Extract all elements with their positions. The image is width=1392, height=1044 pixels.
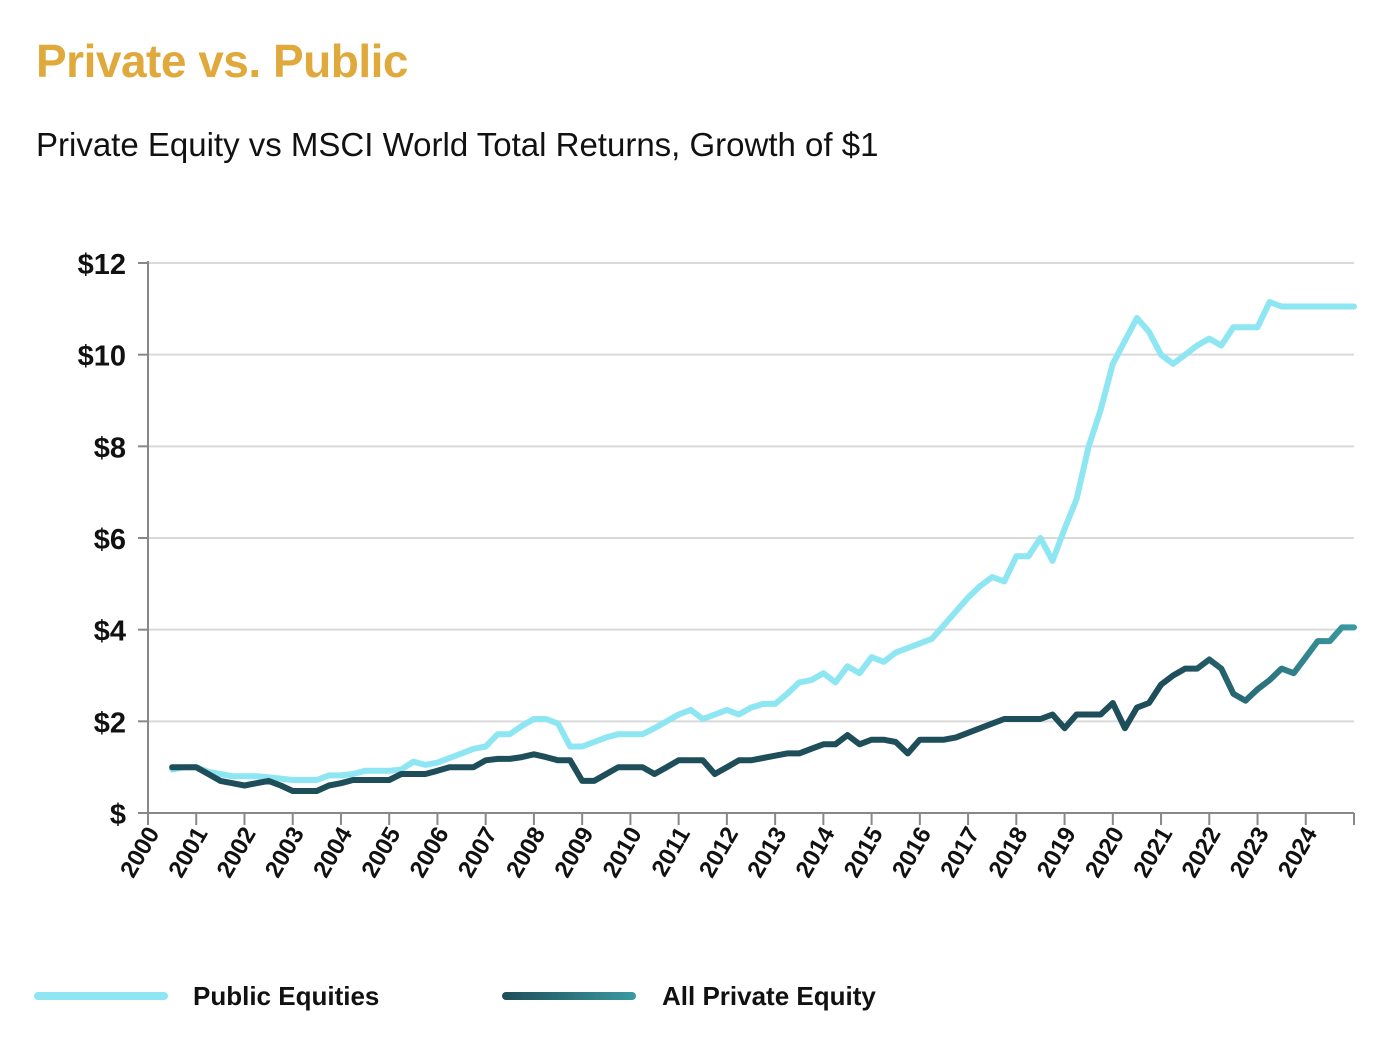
x-tick-label: 2004 — [308, 822, 358, 882]
x-tick-label: 2006 — [405, 823, 455, 883]
x-tick-label: 2019 — [1032, 823, 1082, 883]
x-tick-label: 2018 — [983, 823, 1033, 883]
private-equity-line — [169, 624, 1357, 794]
x-tick-label: 2008 — [501, 823, 551, 883]
x-tick-label: 2012 — [694, 823, 744, 883]
x-tick-label: 2002 — [212, 823, 262, 883]
y-tick-label: $12 — [78, 249, 126, 281]
chart-subtitle: Private Equity vs MSCI World Total Retur… — [36, 126, 879, 163]
y-tick-label: $10 — [78, 341, 126, 373]
x-tick-label: 2014 — [790, 822, 840, 882]
x-tick-label: 2000 — [115, 823, 165, 883]
x-tick-label: 2015 — [839, 823, 889, 883]
x-tick-label: 2022 — [1176, 823, 1226, 883]
y-tick-label: $ — [110, 799, 126, 831]
x-tick-label: 2011 — [646, 823, 695, 882]
legend-private-label: All Private Equity — [662, 980, 876, 1011]
x-tick-label: 2024 — [1273, 822, 1323, 882]
x-tick-label: 2007 — [453, 823, 503, 883]
x-tick-label: 2010 — [598, 823, 648, 883]
x-tick-label: 2017 — [935, 823, 985, 883]
y-tick-label: $2 — [94, 707, 126, 739]
x-tick-label: 2009 — [549, 823, 599, 883]
legend-public-label: Public Equities — [193, 980, 380, 1011]
x-tick-label: 2023 — [1225, 823, 1275, 883]
x-tick-label: 2001 — [163, 823, 213, 883]
series-lines — [169, 299, 1357, 794]
legend-private: All Private Equity — [502, 976, 876, 1016]
x-tick-label: 2013 — [742, 823, 792, 883]
chart-title: Private vs. Public — [36, 35, 408, 87]
x-tick-labels: 2000200120022003200420052006200720082009… — [115, 822, 1323, 882]
x-tick-label: 2003 — [260, 823, 310, 883]
gridlines — [148, 262, 1354, 723]
x-tick-label: 2016 — [887, 823, 937, 883]
legend-public-swatch — [34, 992, 168, 1000]
y-tick-label: $6 — [94, 524, 126, 556]
legend-private-swatch — [502, 992, 636, 1000]
legend-public: Public Equities — [34, 976, 379, 1016]
x-tick-label: 2020 — [1080, 823, 1130, 883]
y-tick-label: $8 — [94, 432, 126, 464]
axes — [138, 261, 1355, 825]
line-chart: $ $2 $4 $6 $8 $10 $12 200020012002200320042005… — [78, 249, 1357, 882]
x-tick-label: 2005 — [356, 823, 406, 883]
y-tick-label: $4 — [94, 616, 126, 648]
y-tick-labels: $ $2 $4 $6 $8 $10 $12 — [78, 249, 126, 831]
public-equities-line — [169, 299, 1357, 783]
x-tick-label: 2021 — [1128, 823, 1178, 883]
